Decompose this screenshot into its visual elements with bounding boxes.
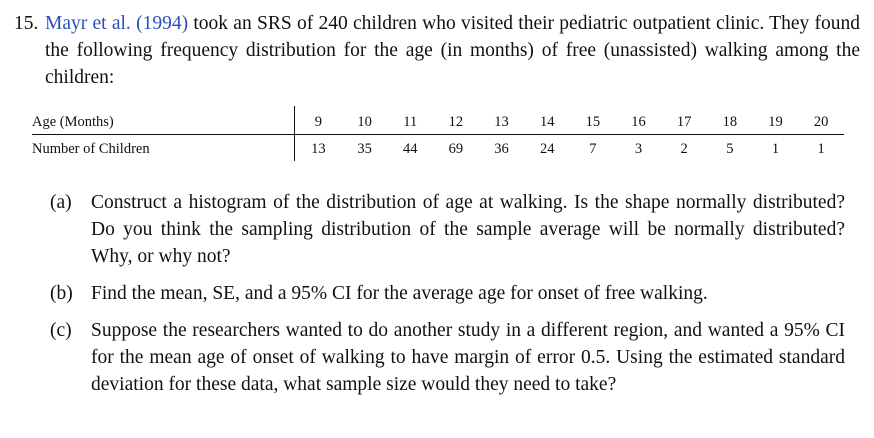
part-label: (a) xyxy=(50,192,72,213)
count-cell: 36 xyxy=(494,140,509,157)
count-cell: 44 xyxy=(402,140,418,157)
count-cell: 24 xyxy=(539,140,555,157)
part-text: Find the mean, SE, and a 95% CI for the … xyxy=(91,283,708,304)
part-label: (c) xyxy=(50,320,72,341)
problem-15: 15. Mayr et al. (1994) took an SRS of 24… xyxy=(14,10,860,91)
part-c: (c) Suppose the researchers wanted to do… xyxy=(50,317,845,398)
age-cell: 16 xyxy=(615,106,662,135)
intro-text: took an SRS of 240 children who visited … xyxy=(45,13,860,88)
count-cell: 7 xyxy=(589,140,597,157)
frequency-table: Age (Months) 9 10 11 12 13 14 15 16 17 1… xyxy=(32,106,844,161)
age-cell: 10 xyxy=(341,106,388,135)
age-cell: 20 xyxy=(798,106,844,135)
table-divider xyxy=(282,134,295,161)
part-text: Construct a histogram of the distributio… xyxy=(91,192,845,267)
part-a: (a) Construct a histogram of the distrib… xyxy=(50,189,845,270)
age-cell: 12 xyxy=(433,106,479,135)
age-row: Age (Months) 9 10 11 12 13 14 15 16 17 1… xyxy=(32,106,844,135)
age-cell: 13 xyxy=(478,106,525,135)
count-cell: 35 xyxy=(357,140,372,157)
count-row-label: Number of Children xyxy=(32,140,150,157)
count-cell: 13 xyxy=(311,140,326,157)
part-b: (b) Find the mean, SE, and a 95% CI for … xyxy=(50,280,845,307)
age-cell: 18 xyxy=(706,106,753,135)
count-cell: 3 xyxy=(634,140,643,157)
age-row-label: Age (Months) xyxy=(32,106,282,135)
count-cell: 1 xyxy=(817,140,825,157)
count-cell: 1 xyxy=(771,140,780,157)
age-cell: 19 xyxy=(752,106,799,135)
problem-number: 15. xyxy=(14,13,39,34)
problem-intro: 15. Mayr et al. (1994) took an SRS of 24… xyxy=(14,10,860,91)
age-cell: 17 xyxy=(661,106,707,135)
age-cell: 9 xyxy=(294,106,342,135)
table-divider xyxy=(282,106,295,135)
part-label: (b) xyxy=(50,283,73,304)
age-cell: 15 xyxy=(570,106,616,135)
age-cell: 14 xyxy=(524,106,571,135)
count-cell: 5 xyxy=(726,140,734,157)
count-cell: 2 xyxy=(680,140,688,157)
count-row: Number of Children 13 35 44 69 36 24 7 3… xyxy=(32,134,844,161)
part-text: Suppose the researchers wanted to do ano… xyxy=(91,320,845,395)
count-cell: 69 xyxy=(448,140,464,157)
citation-link[interactable]: Mayr et al. (1994) xyxy=(45,13,189,34)
problem-parts: (a) Construct a histogram of the distrib… xyxy=(50,189,845,408)
age-cell: 11 xyxy=(387,106,434,135)
